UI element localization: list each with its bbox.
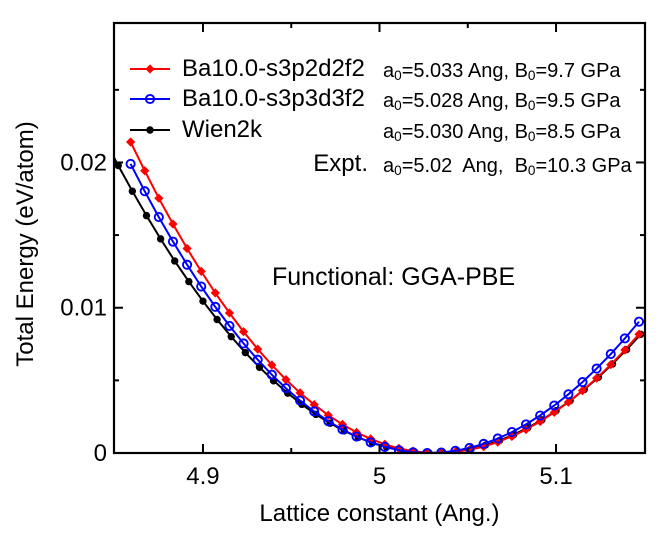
svg-text:0.01: 0.01 bbox=[60, 295, 107, 322]
svg-text:4.9: 4.9 bbox=[186, 463, 219, 490]
functional-annotation: Functional: GGA-PBE bbox=[272, 263, 516, 291]
svg-text:5.1: 5.1 bbox=[539, 463, 572, 490]
series-Ba10.0-s3p2d2f2 bbox=[125, 137, 644, 453]
series-Wien2k bbox=[114, 155, 645, 453]
svg-text:0: 0 bbox=[94, 440, 107, 467]
series-group bbox=[114, 137, 645, 453]
series-Ba10.0-s3p3d3f2 bbox=[125, 158, 645, 453]
y-axis-title: Total Energy (eV/atom) bbox=[12, 121, 39, 367]
axes bbox=[112, 21, 647, 455]
tick-labels: 4.9 5 5.1 0 0.01 0.02 bbox=[60, 149, 572, 490]
svg-text:0.02: 0.02 bbox=[60, 149, 107, 176]
svg-text:5: 5 bbox=[373, 463, 386, 490]
x-axis-title: Lattice constant (Ang.) bbox=[259, 500, 500, 527]
